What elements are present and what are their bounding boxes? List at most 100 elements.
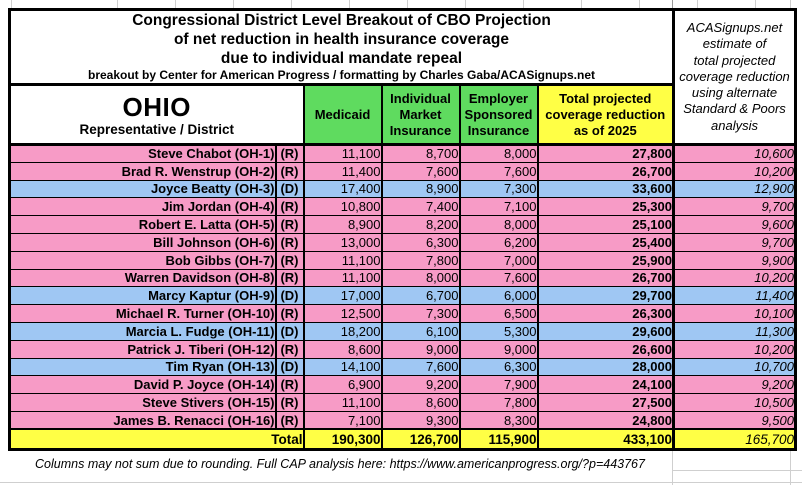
- spreadsheet-gridline: [0, 482, 802, 483]
- table-row: Robert E. Latta (OH-5) (R) 8,900 8,200 8…: [9, 215, 796, 234]
- table-row: Steve Stivers (OH-15) (R) 11,100 8,600 7…: [9, 393, 796, 412]
- ohio-coverage-table: Congressional District Level Breakout of…: [8, 8, 797, 451]
- employer-cell: 6,200: [458, 232, 538, 252]
- total-employer-cell: 115,900: [458, 428, 538, 450]
- employer-cell: 8,300: [458, 410, 538, 430]
- individual-market-cell: 8,600: [380, 393, 460, 412]
- medicaid-cell: 11,400: [302, 161, 382, 181]
- rounding-footnote: Columns may not sum due to rounding. Ful…: [35, 457, 645, 471]
- grand-total-cell: 433,100: [536, 428, 674, 450]
- rep-name-cell: James B. Renacci (OH-16): [9, 410, 276, 430]
- rep-name-cell: Warren Davidson (OH-8): [9, 268, 276, 287]
- total-cell: 28,000: [536, 357, 674, 376]
- total-cell: 26,700: [536, 161, 674, 181]
- medicaid-cell: 11,100: [302, 144, 382, 163]
- total-cell: 26,600: [536, 339, 674, 359]
- party-cell: (D): [274, 357, 304, 376]
- medicaid-cell: 10,800: [302, 197, 382, 216]
- individual-market-cell: 6,700: [380, 286, 460, 305]
- total-cell: 25,400: [536, 232, 674, 252]
- table-row: Warren Davidson (OH-8) (R) 11,100 8,000 …: [9, 268, 796, 287]
- table-row: Jim Jordan (OH-4) (R) 10,800 7,400 7,100…: [9, 197, 796, 216]
- total-cell: 26,700: [536, 268, 674, 287]
- title-row: Congressional District Level Breakout of…: [9, 9, 796, 146]
- employer-cell: 7,900: [458, 375, 538, 394]
- total-projected-column-header: Total projected coverage reduction as of…: [536, 84, 674, 146]
- individual-market-cell: 8,700: [380, 144, 460, 163]
- table-row: Marcy Kaptur (OH-9) (D) 17,000 6,700 6,0…: [9, 286, 796, 305]
- alt-estimate-cell: 9,200: [672, 375, 796, 394]
- medicaid-column-header: Medicaid: [302, 84, 382, 146]
- party-cell: (R): [274, 410, 304, 430]
- individual-market-cell: 8,200: [380, 215, 460, 234]
- spreadsheet-gridline: [672, 450, 673, 485]
- alt-estimate-cell: 11,400: [672, 286, 796, 305]
- individual-market-cell: 7,300: [380, 304, 460, 323]
- medicaid-cell: 17,400: [302, 179, 382, 198]
- employer-cell: 5,300: [458, 321, 538, 341]
- party-cell: (R): [274, 339, 304, 359]
- employer-cell: 7,300: [458, 179, 538, 198]
- alt-estimate-cell: 10,200: [672, 161, 796, 181]
- rep-name-cell: Michael R. Turner (OH-10): [9, 304, 276, 323]
- medicaid-cell: 11,100: [302, 250, 382, 270]
- alt-estimate-cell: 9,700: [672, 232, 796, 252]
- total-cell: 29,600: [536, 321, 674, 341]
- title-line-1: Congressional District Level Breakout of…: [132, 12, 551, 29]
- title-line-2: of net reduction in health insurance cov…: [173, 31, 510, 48]
- medicaid-cell: 18,200: [302, 321, 382, 341]
- total-cell: 25,300: [536, 197, 674, 216]
- individual-market-cell: 9,000: [380, 339, 460, 359]
- spreadsheet-gridline: [790, 0, 791, 8]
- table-row: Marcia L. Fudge (OH-11) (D) 18,200 6,100…: [9, 321, 796, 341]
- total-cell: 27,500: [536, 393, 674, 412]
- employer-cell: 6,000: [458, 286, 538, 305]
- table-row: Bob Gibbs (OH-7) (R) 11,100 7,800 7,000 …: [9, 250, 796, 270]
- title-line-3: due to individual mandate repeal: [220, 50, 463, 67]
- alt-estimate-cell: 9,600: [672, 215, 796, 234]
- party-cell: (R): [274, 304, 304, 323]
- employer-sponsored-column-header: Employer Sponsored Insurance: [458, 84, 538, 146]
- rep-name-cell: Bob Gibbs (OH-7): [9, 250, 276, 270]
- total-cell: 25,100: [536, 215, 674, 234]
- individual-market-cell: 8,000: [380, 268, 460, 287]
- individual-market-cell: 7,800: [380, 250, 460, 270]
- rep-name-cell: Marcia L. Fudge (OH-11): [9, 321, 276, 341]
- employer-cell: 9,000: [458, 339, 538, 359]
- total-cell: 24,800: [536, 410, 674, 430]
- medicaid-cell: 17,000: [302, 286, 382, 305]
- alt-estimate-cell: 9,500: [672, 410, 796, 430]
- alt-estimate-cell: 10,700: [672, 357, 796, 376]
- representative-district-label: Representative / District: [79, 121, 235, 137]
- employer-cell: 8,000: [458, 144, 538, 163]
- rep-name-cell: Jim Jordan (OH-4): [9, 197, 276, 216]
- rep-name-cell: Patrick J. Tiberi (OH-12): [9, 339, 276, 359]
- party-cell: (D): [274, 321, 304, 341]
- individual-market-cell: 9,300: [380, 410, 460, 430]
- medicaid-cell: 8,900: [302, 215, 382, 234]
- alt-estimate-cell: 11,300: [672, 321, 796, 341]
- total-alt-estimate-cell: 165,700: [672, 428, 796, 450]
- total-row: Total 190,300 126,700 115,900 433,100 16…: [9, 428, 796, 450]
- party-cell: (R): [274, 197, 304, 216]
- table-row: Bill Johnson (OH-6) (R) 13,000 6,300 6,2…: [9, 232, 796, 252]
- alt-estimate-cell: 10,500: [672, 393, 796, 412]
- employer-cell: 6,300: [458, 357, 538, 376]
- party-cell: (R): [274, 161, 304, 181]
- employer-cell: 7,600: [458, 268, 538, 287]
- spreadsheet-gridline: [790, 450, 791, 485]
- rep-name-cell: David P. Joyce (OH-14): [9, 375, 276, 394]
- total-cell: 26,300: [536, 304, 674, 323]
- state-header-cell: OHIO Representative / District: [9, 84, 304, 146]
- party-cell: (R): [274, 215, 304, 234]
- individual-market-column-header: Individual Market Insurance: [380, 84, 460, 146]
- table-row: Tim Ryan (OH-13) (D) 14,100 7,600 6,300 …: [9, 357, 796, 376]
- party-cell: (R): [274, 375, 304, 394]
- table-row: Joyce Beatty (OH-3) (D) 17,400 8,900 7,3…: [9, 179, 796, 198]
- alt-estimate-cell: 10,600: [672, 144, 796, 163]
- state-name: OHIO: [122, 91, 191, 122]
- medicaid-cell: 8,600: [302, 339, 382, 359]
- table-title-block: Congressional District Level Breakout of…: [9, 9, 674, 86]
- party-cell: (R): [274, 144, 304, 163]
